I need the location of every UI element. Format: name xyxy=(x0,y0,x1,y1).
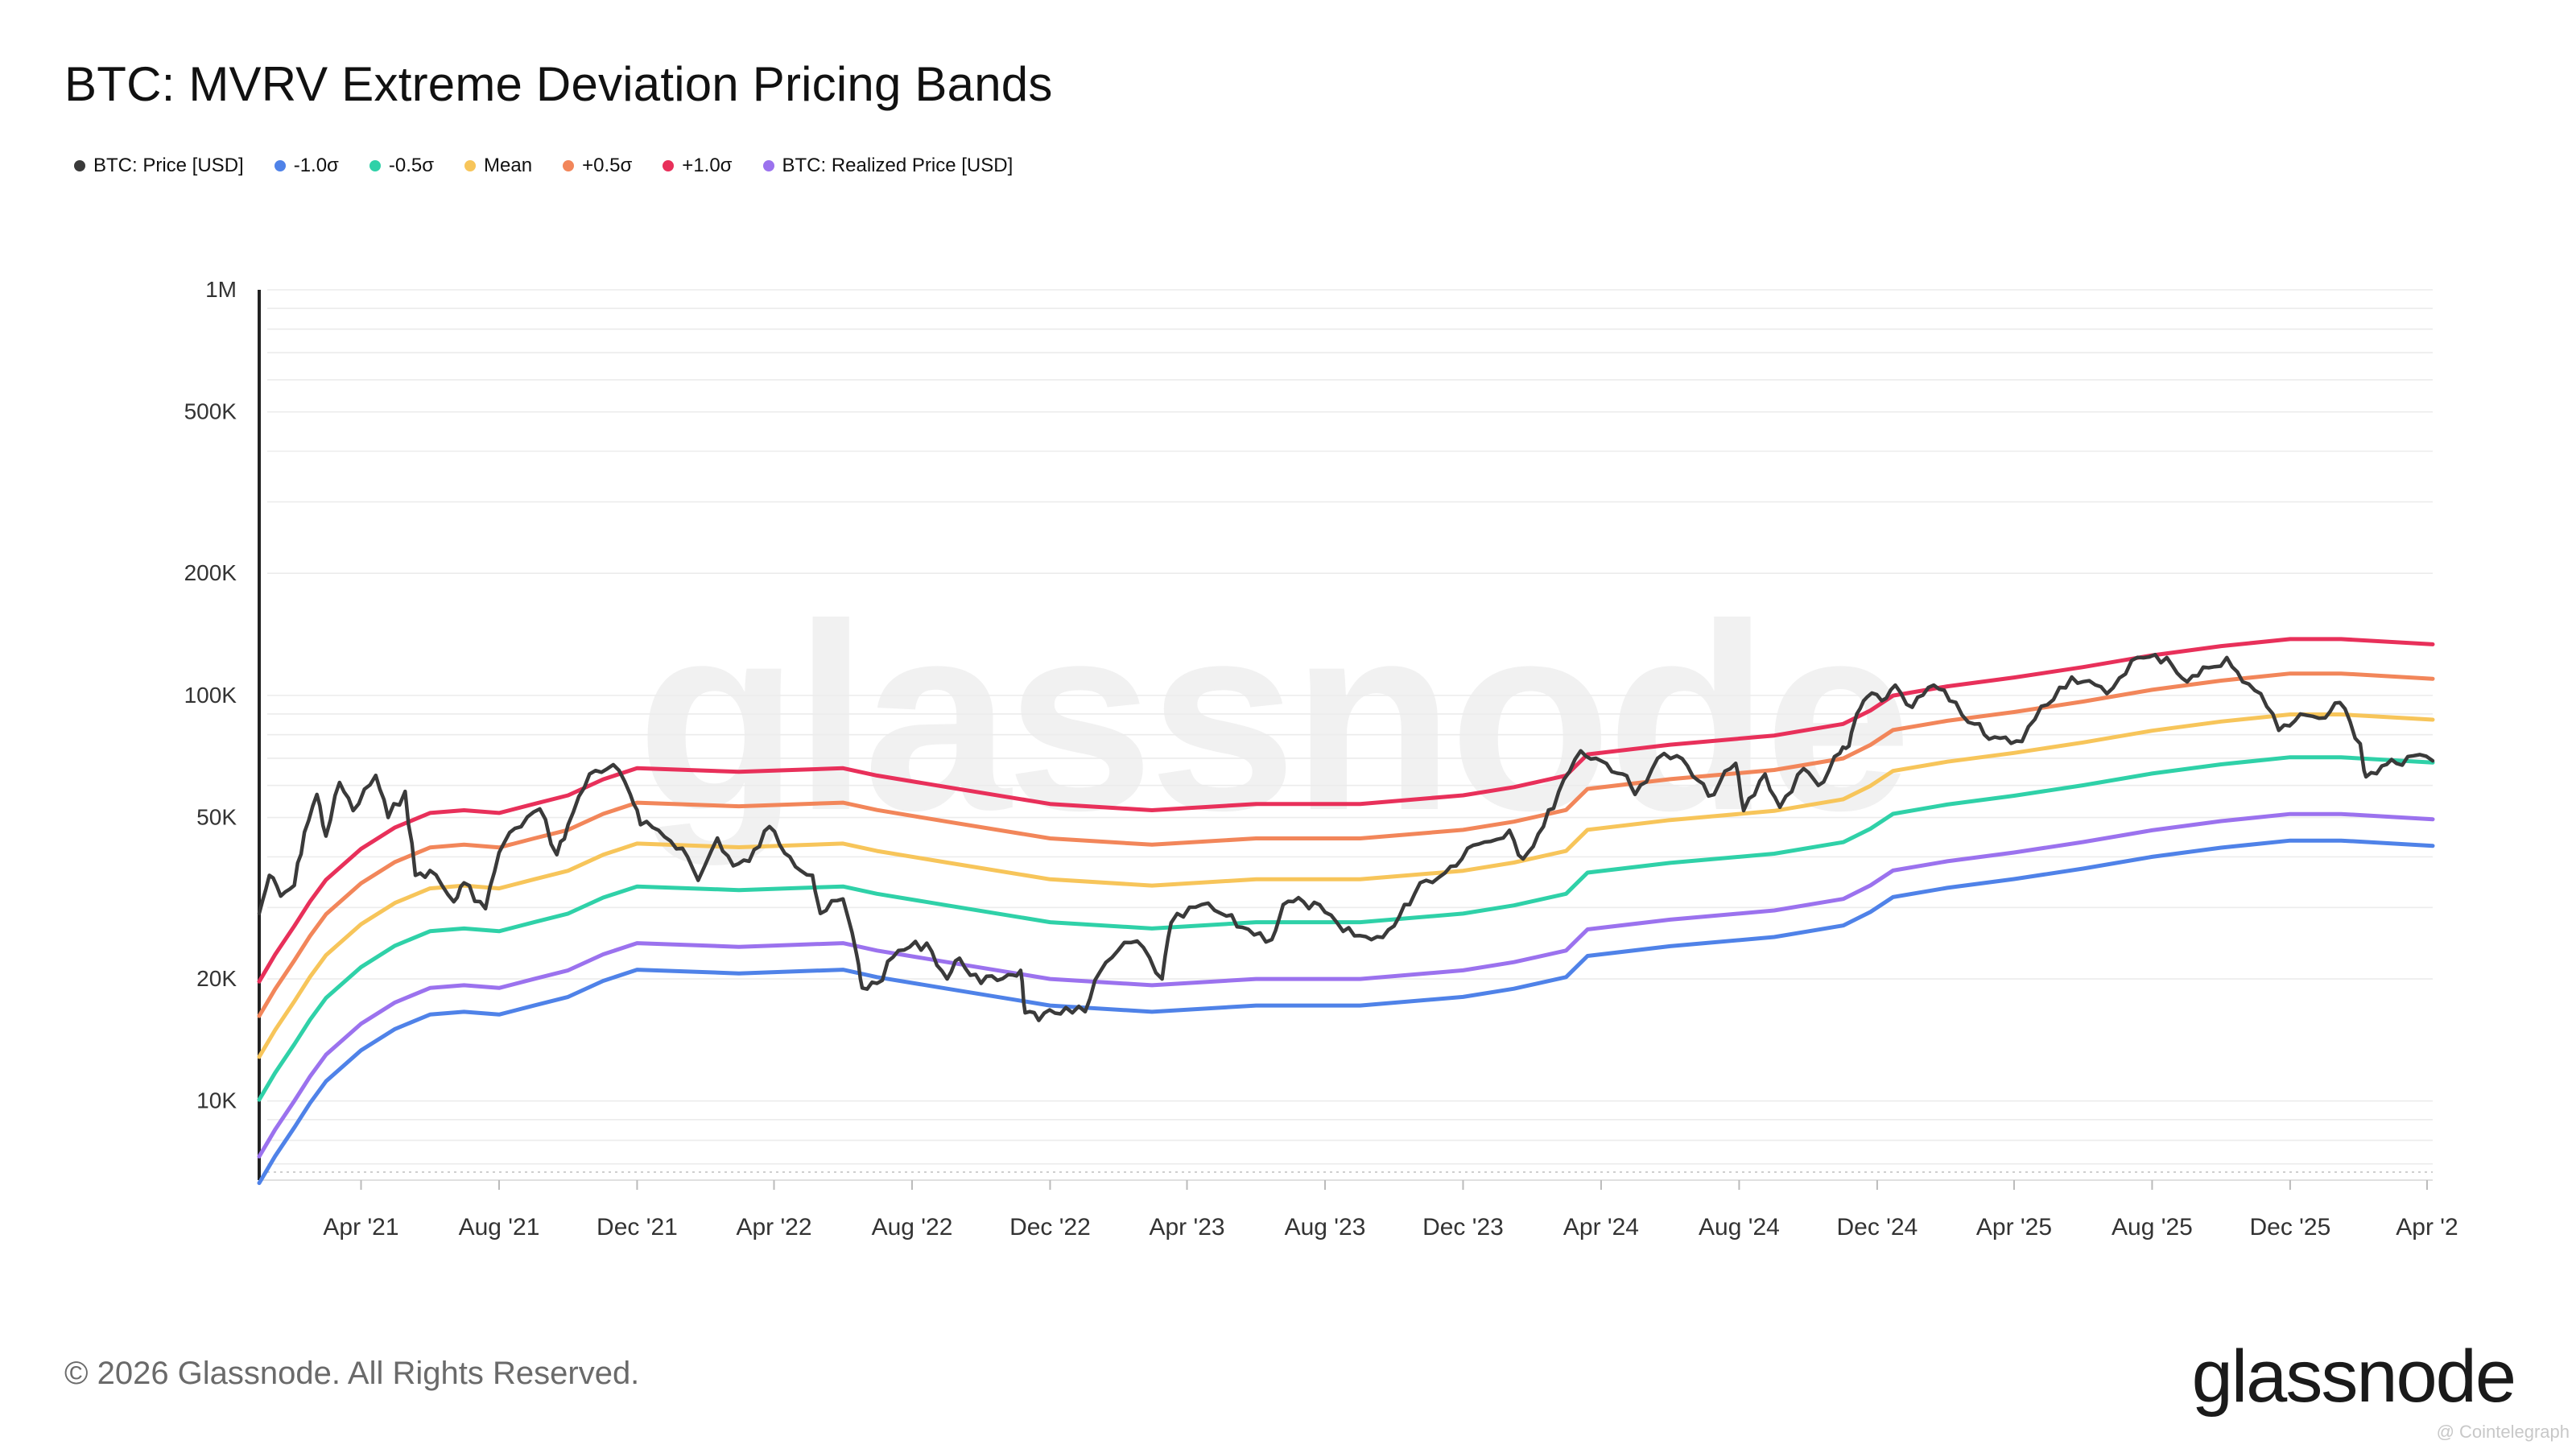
watermark: glassnode xyxy=(637,568,1907,867)
x-tick-label: Dec '25 xyxy=(2250,1214,2331,1241)
x-tick-label: Apr '23 xyxy=(1149,1214,1224,1241)
legend-label: Mean xyxy=(484,155,533,176)
btc-price-line xyxy=(257,652,2435,1022)
legend-dot-icon xyxy=(274,160,286,171)
series-lines xyxy=(257,637,2435,1186)
x-tick-label: Aug '25 xyxy=(2112,1214,2193,1241)
band-line xyxy=(257,838,2435,1186)
legend-dot-icon xyxy=(74,160,85,171)
x-tick-label: Aug '21 xyxy=(459,1214,540,1241)
y-tick-label: 200K xyxy=(184,560,237,585)
y-tick-label: 500K xyxy=(184,399,237,424)
legend-label: +1.0σ xyxy=(682,155,733,176)
x-tick-label: Dec '22 xyxy=(1009,1214,1091,1241)
legend-item[interactable]: BTC: Realized Price [USD] xyxy=(762,155,1013,177)
y-tick-label: 10K xyxy=(196,1088,237,1113)
y-tick-label: 100K xyxy=(184,683,237,708)
legend-item[interactable]: BTC: Price [USD] xyxy=(74,155,244,177)
x-axis: Apr '21 Aug '21 Dec '21 Apr '22 Aug '22 Dec '… xyxy=(323,1180,2458,1241)
x-tick-label: Apr '21 xyxy=(323,1214,398,1241)
source-credit: @ Cointelegraph xyxy=(2436,1422,2570,1442)
legend-dot-icon xyxy=(464,160,477,171)
legend-dot-icon xyxy=(762,160,774,171)
legend-item[interactable]: -1.0σ xyxy=(274,155,339,177)
x-tick-label: Aug '22 xyxy=(872,1214,953,1241)
band-line xyxy=(257,755,2435,1102)
legend: BTC: Price [USD] -1.0σ -0.5σ Mean +0.5σ +1.0σ… xyxy=(74,155,1013,177)
x-tick-label: Dec '23 xyxy=(1422,1214,1504,1241)
x-tick-label: Dec '21 xyxy=(597,1214,678,1241)
page-title: BTC: MVRV Extreme Deviation Pricing Band… xyxy=(64,57,1053,111)
y-axis: 10K 20K 50K 100K 200K 500K 1M xyxy=(184,277,237,1113)
copyright-footer: © 2026 Glassnode. All Rights Reserved. xyxy=(64,1356,640,1391)
glassnode-logo: glassnode xyxy=(2191,1335,2516,1418)
x-tick-label: Aug '23 xyxy=(1285,1214,1366,1241)
band-line xyxy=(257,712,2435,1059)
realized-price-line xyxy=(257,811,2435,1159)
legend-label: -1.0σ xyxy=(293,155,339,176)
legend-item[interactable]: Mean xyxy=(464,155,532,177)
legend-label: +0.5σ xyxy=(582,155,633,176)
y-tick-label: 1M xyxy=(205,277,237,302)
x-tick-label: Apr '22 xyxy=(736,1214,811,1241)
band-line xyxy=(257,671,2435,1018)
legend-label: -0.5σ xyxy=(388,155,435,176)
x-tick-label: Apr '25 xyxy=(1976,1214,2052,1241)
x-tick-label: Aug '24 xyxy=(1699,1214,1780,1241)
legend-label: BTC: Price [USD] xyxy=(93,155,244,176)
y-tick-label: 20K xyxy=(196,966,237,991)
legend-dot-icon xyxy=(369,160,381,171)
legend-item[interactable]: +1.0σ xyxy=(663,155,733,177)
legend-label: BTC: Realized Price [USD] xyxy=(782,155,1013,176)
legend-dot-icon xyxy=(563,160,575,171)
x-tick-label: Apr '2 xyxy=(2396,1214,2458,1241)
legend-item[interactable]: -0.5σ xyxy=(369,155,434,177)
legend-item[interactable]: +0.5σ xyxy=(563,155,632,177)
y-tick-label: 50K xyxy=(196,805,237,830)
x-tick-label: Apr '24 xyxy=(1563,1214,1639,1241)
legend-dot-icon xyxy=(663,160,675,171)
x-tick-label: Dec '24 xyxy=(1837,1214,1918,1241)
grid xyxy=(258,289,2433,1181)
